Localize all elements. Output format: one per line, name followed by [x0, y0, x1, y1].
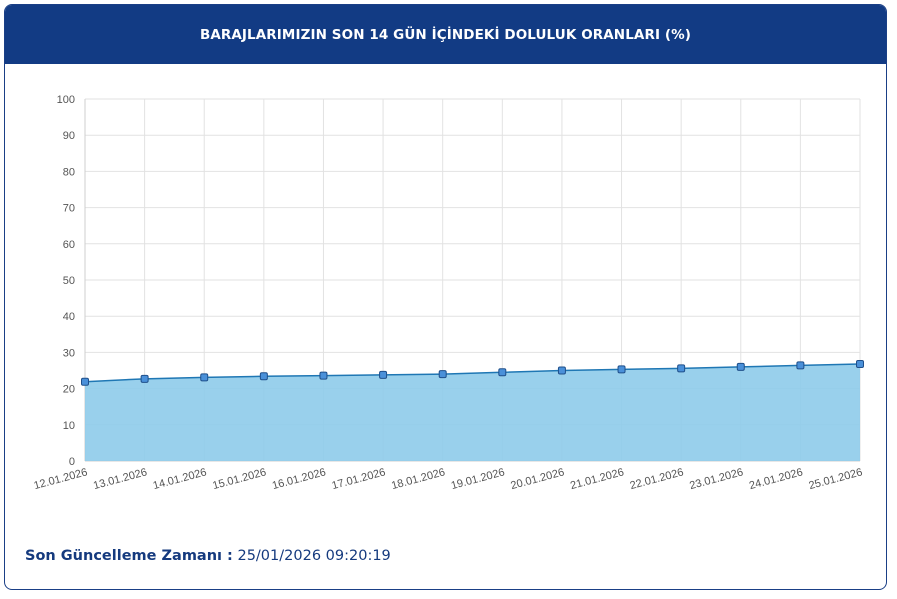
- last-update-label: Son Güncelleme Zamanı :: [25, 548, 233, 564]
- x-tick-label: 12.01.2026: [32, 466, 88, 492]
- last-update-value: 25/01/2026 09:20:19: [237, 548, 391, 564]
- data-point: [379, 370, 388, 379]
- x-axis-ticks: 12.01.2026 13.01.2026 14.01.2026 15.01.2026…: [32, 466, 863, 492]
- line-layer: [84, 363, 861, 383]
- data-point: [677, 364, 686, 373]
- y-tick-label: 100: [57, 94, 75, 106]
- occupancy-area-chart: 0 10 20 30 40 50 60 70 80 90 100 12.01.2026 13.01.2…: [32, 94, 864, 492]
- card-header: BARAJLARIMIZIN SON 14 GÜN İÇİNDEKİ DOLUL…: [5, 5, 886, 64]
- y-tick-label: 40: [63, 311, 75, 323]
- last-update: Son Güncelleme Zamanı : 25/01/2026 09:20…: [25, 548, 391, 564]
- x-tick-label: 19.01.2026: [450, 466, 506, 492]
- x-tick-label: 20.01.2026: [509, 466, 565, 492]
- data-point: [140, 374, 149, 383]
- data-point: [796, 361, 805, 370]
- y-tick-label: 70: [63, 203, 75, 215]
- x-tick-label: 18.01.2026: [390, 466, 446, 492]
- y-tick-label: 0: [69, 456, 75, 468]
- y-tick-label: 10: [63, 420, 75, 432]
- data-point: [736, 362, 745, 371]
- y-tick-label: 50: [63, 275, 75, 287]
- y-tick-label: 80: [63, 166, 75, 178]
- x-tick-label: 23.01.2026: [688, 466, 744, 492]
- x-tick-label: 16.01.2026: [271, 466, 327, 492]
- x-tick-label: 15.01.2026: [211, 466, 267, 492]
- series-area: [85, 363, 860, 461]
- data-point: [81, 377, 89, 386]
- x-tick-label: 13.01.2026: [92, 466, 148, 492]
- y-tick-label: 30: [63, 347, 75, 359]
- x-tick-label: 14.01.2026: [152, 466, 208, 492]
- x-tick-label: 22.01.2026: [629, 466, 685, 492]
- x-tick-label: 25.01.2026: [807, 466, 863, 492]
- chart-area: 0 10 20 30 40 50 60 70 80 90 100 12.01.2026 13.01.2…: [5, 64, 886, 524]
- data-point: [557, 366, 566, 375]
- x-tick-label: 17.01.2026: [331, 466, 387, 492]
- data-point: [498, 368, 507, 377]
- chart-title: BARAJLARIMIZIN SON 14 GÜN İÇİNDEKİ DOLUL…: [199, 26, 692, 43]
- y-tick-label: 90: [63, 130, 75, 142]
- data-point: [200, 373, 209, 382]
- y-tick-label: 20: [63, 384, 75, 396]
- data-point: [617, 365, 626, 374]
- y-axis-ticks: 0 10 20 30 40 50 60 70 80 90 100: [57, 94, 75, 468]
- series-line: [84, 363, 861, 383]
- data-point: [856, 359, 864, 368]
- dam-occupancy-card: BARAJLARIMIZIN SON 14 GÜN İÇİNDEKİ DOLUL…: [4, 4, 887, 590]
- marker-layer: [81, 359, 864, 386]
- data-point: [438, 370, 447, 379]
- data-point: [259, 372, 268, 381]
- data-point: [319, 371, 328, 380]
- y-tick-label: 60: [63, 239, 75, 251]
- area-layer: [85, 363, 860, 461]
- x-tick-label: 24.01.2026: [748, 466, 804, 492]
- x-tick-label: 21.01.2026: [569, 466, 625, 492]
